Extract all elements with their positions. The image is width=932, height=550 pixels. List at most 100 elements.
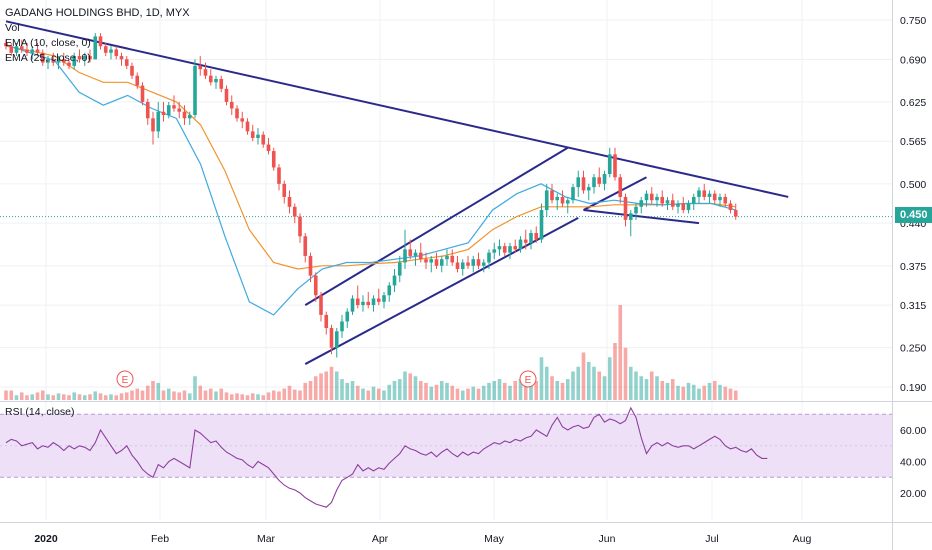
candle-body [382, 295, 386, 302]
candle [130, 62, 134, 79]
candle-body [644, 193, 649, 201]
candle [702, 183, 707, 201]
candle [103, 42, 108, 57]
legend-ema25[interactable]: EMA (25, close, 0) [5, 52, 91, 64]
candle [282, 180, 287, 204]
candle-body [618, 177, 623, 197]
trendline-channel-lower [304, 217, 579, 365]
volume-bar [135, 388, 140, 400]
candle [334, 328, 339, 358]
volume-bar [481, 385, 486, 400]
candle-body [649, 193, 654, 201]
candle [166, 101, 171, 119]
volume-bar [676, 385, 680, 400]
candle-body [172, 105, 176, 109]
candle [728, 200, 733, 214]
volume-bar [707, 382, 712, 400]
candle [455, 255, 460, 273]
candle [319, 291, 323, 322]
candle [424, 252, 428, 270]
candle [151, 111, 155, 145]
candle-body [334, 331, 339, 348]
candle [418, 242, 423, 263]
volume-bar [445, 382, 449, 400]
volume-bar [513, 381, 518, 400]
candle [382, 291, 386, 309]
candle-body [145, 101, 150, 119]
candle [623, 193, 628, 227]
candle [523, 229, 528, 250]
volume-bar [628, 366, 633, 400]
volume-bar [9, 390, 14, 400]
volume-bar [455, 388, 460, 400]
volume-bar [130, 390, 134, 400]
earnings-label: E [122, 375, 129, 386]
candle-body [639, 200, 644, 207]
rsi-tick-label: 20.00 [900, 488, 926, 500]
volume-bar [424, 382, 428, 400]
volume-bar [229, 394, 234, 400]
volume-bar [219, 388, 224, 400]
legend-vol[interactable]: Vol [5, 22, 20, 34]
legend-ema10[interactable]: EMA (10, close, 0) [5, 37, 91, 49]
candle-body [193, 65, 197, 116]
candle-body [19, 46, 24, 50]
volume-bar [697, 388, 701, 400]
candle [245, 118, 250, 135]
candle-body [487, 252, 491, 263]
candle [686, 200, 691, 214]
volume-bar [93, 391, 98, 400]
candle-body [303, 236, 308, 256]
volume-bar [382, 390, 386, 400]
earnings-circle [116, 370, 134, 388]
volume-bar [529, 376, 533, 400]
candle-body [602, 174, 607, 184]
price-tick-label: 0.625 [900, 97, 926, 109]
candle [292, 203, 297, 224]
candle [502, 242, 507, 256]
candle [109, 46, 113, 60]
candle-body [72, 56, 77, 66]
candle-body [623, 196, 628, 220]
volume-bar [266, 392, 271, 400]
candle [639, 196, 644, 214]
volume-bar [508, 385, 512, 400]
legend-rsi[interactable]: RSI (14, close) [5, 406, 75, 418]
candle [324, 311, 329, 335]
chart-title: GADANG HOLDINGS BHD, 1D, MYX [5, 7, 190, 19]
volume-bar [193, 376, 197, 400]
candle-body [413, 252, 418, 256]
volume-bar [466, 388, 470, 400]
volume-bar [166, 388, 171, 400]
candle-body [261, 134, 266, 145]
candle-body [292, 206, 297, 217]
candle-body [450, 255, 455, 263]
candle-body [723, 196, 728, 204]
candle [534, 226, 539, 243]
candle-body [408, 249, 413, 256]
time-tick-label: Jun [599, 533, 616, 545]
volume-bar [156, 382, 161, 400]
candle-body [298, 216, 302, 237]
candle [471, 255, 476, 273]
volume-bar [649, 371, 654, 400]
candle [313, 272, 318, 302]
candle-body [208, 75, 213, 83]
rsi-line [5, 406, 768, 508]
candle [681, 196, 686, 214]
volume-bar [712, 381, 717, 400]
candle-body [665, 200, 670, 204]
candle-body [166, 105, 171, 116]
volume-bar [660, 381, 665, 400]
candle-body [287, 196, 292, 207]
candle [649, 187, 654, 204]
candle-body [565, 200, 570, 204]
candle-body [455, 262, 460, 270]
volume-bar [702, 385, 707, 400]
candle-body [177, 108, 182, 112]
candle-body [571, 187, 575, 201]
candle [539, 203, 544, 243]
candle [691, 193, 696, 211]
candle-body [471, 259, 476, 266]
candle [182, 105, 187, 125]
